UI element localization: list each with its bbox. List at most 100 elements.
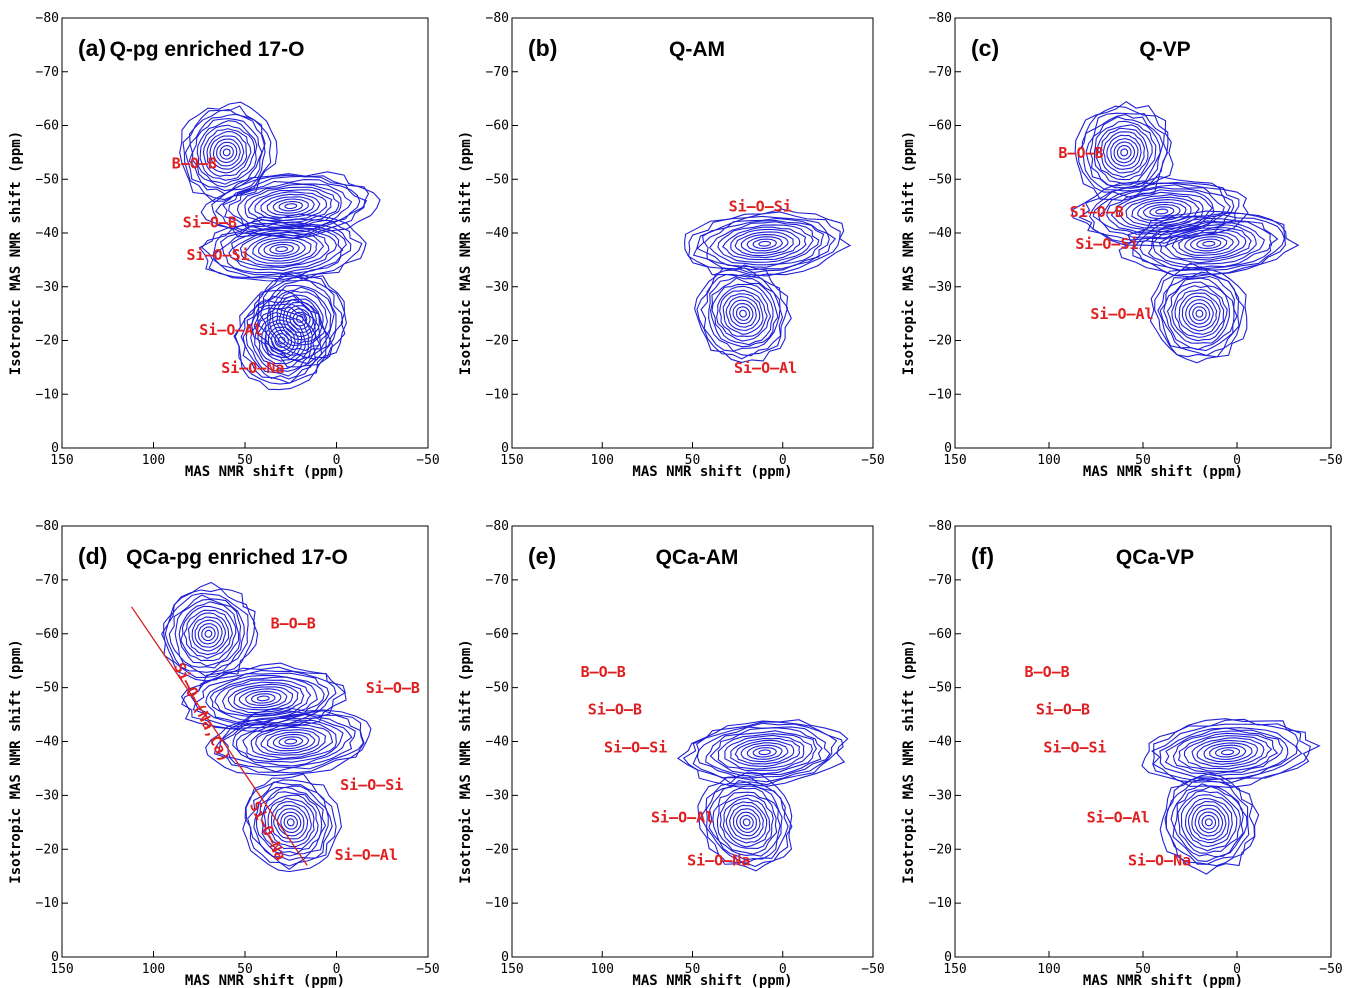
y-tick-label: −50 (36, 172, 59, 187)
contour-line (725, 801, 768, 844)
peak-annotation: Si–O–B (588, 701, 642, 719)
y-axis-title: Isotropic MAS NMR shift (ppm) (8, 639, 24, 883)
contour-line (722, 293, 764, 335)
contour-line (746, 744, 783, 760)
peak-annotation: Si–O–Na (1128, 851, 1191, 869)
contour-line (1191, 804, 1227, 841)
contour-line (261, 319, 303, 362)
y-tick-label: 0 (501, 950, 509, 965)
contour-group (161, 581, 372, 873)
y-tick-label: −70 (486, 573, 509, 588)
contour-line (191, 616, 226, 652)
contour-line (1141, 718, 1321, 788)
panel-title: Q-VP (1139, 38, 1190, 61)
plot-frame (954, 525, 1332, 958)
contour-line (1164, 778, 1250, 865)
contour-line (1110, 137, 1139, 167)
plot-frame (511, 17, 874, 449)
contour-line (1074, 100, 1174, 202)
peak-annotation: Si–O–Si (340, 776, 403, 794)
contour-line (222, 148, 231, 157)
contour-line (1089, 116, 1161, 187)
y-tick-label: −80 (36, 519, 59, 534)
contour-line (244, 779, 337, 871)
contour-line (688, 211, 841, 277)
contour-line (1171, 228, 1247, 259)
contour-line (256, 276, 344, 361)
contour-line (277, 336, 286, 345)
contour-line (1197, 811, 1220, 834)
contour-line (266, 284, 335, 355)
contour-line (264, 322, 299, 359)
contour-line (198, 213, 367, 282)
x-tick-label: 100 (591, 453, 614, 468)
y-tick-label: −40 (929, 226, 952, 241)
y-tick-label: 0 (51, 950, 59, 965)
y-tick-label: −80 (36, 11, 59, 26)
contour-line (213, 221, 352, 278)
contour-line (1177, 732, 1279, 773)
contour-line (284, 203, 298, 210)
contour-line (267, 326, 296, 355)
contour-line (735, 811, 757, 833)
contour-line (1106, 134, 1142, 170)
contour-line (1152, 221, 1266, 266)
contour-line (1149, 262, 1248, 364)
contour-line (232, 717, 353, 767)
peak-annotation: Si–O–Na (687, 851, 750, 869)
y-tick-label: −10 (929, 896, 952, 911)
y-tick-label: −80 (929, 519, 952, 534)
peak-annotation: B–O–B (1025, 663, 1070, 681)
panel-1: 150 100 50 0 −50−80−70−60−50−40−30−20−100MAS… (8, 11, 440, 480)
contour-line (734, 739, 795, 765)
x-tick-label: 150 (50, 453, 73, 468)
contour-line (283, 814, 298, 830)
y-tick-label: −60 (486, 627, 509, 642)
y-tick-label: −10 (929, 387, 952, 402)
contour-group (1071, 100, 1300, 364)
contour-line (729, 804, 764, 840)
contour-line (1209, 744, 1247, 760)
contour-line (163, 581, 259, 682)
plot-frame (61, 525, 429, 958)
contour-line (725, 295, 761, 331)
contour-line (676, 719, 849, 787)
contour-line (1158, 224, 1257, 264)
contour-line (217, 713, 365, 773)
contour-line (183, 609, 233, 660)
contour-line (730, 228, 801, 259)
x-axis-title: MAS NMR shift (ppm) (185, 464, 345, 480)
contour-line (1099, 127, 1149, 178)
x-tick-label: −50 (1319, 962, 1342, 977)
contour-line (257, 315, 306, 365)
contour-line (705, 780, 789, 865)
contour-line (740, 742, 789, 763)
x-tick-label: 50 (1135, 453, 1151, 468)
contour-line (245, 306, 317, 377)
contour-line (1192, 306, 1207, 321)
contour-line (1139, 217, 1279, 271)
contour-line (1178, 231, 1240, 256)
peak-annotation: Si–O–Si (186, 246, 249, 264)
contour-line (266, 731, 316, 752)
contour-line (278, 200, 304, 212)
contour-line (739, 814, 754, 830)
contour-line (253, 274, 346, 365)
contour-line (1221, 749, 1235, 756)
contour-line (1147, 220, 1273, 269)
plot-frame (511, 525, 874, 958)
contour-line (184, 108, 266, 195)
contour-line (694, 264, 792, 363)
y-axis-title: Isotropic MAS NMR shift (ppm) (8, 131, 24, 375)
panel-2: 150 100 50 0 −50−80−70−60−50−40−30−20−100MAS… (458, 11, 885, 480)
x-tick-label: 150 (943, 962, 966, 977)
y-tick-label: −60 (36, 627, 59, 642)
contour-line (1118, 210, 1300, 278)
contour-line (250, 724, 334, 759)
y-axis-title: Isotropic MAS NMR shift (ppm) (458, 131, 474, 375)
x-tick-label: 0 (1233, 453, 1241, 468)
x-axis-title: MAS NMR shift (ppm) (185, 973, 345, 988)
contour-line (1201, 814, 1217, 830)
contour-line (1093, 120, 1157, 185)
contour-line (250, 693, 276, 704)
